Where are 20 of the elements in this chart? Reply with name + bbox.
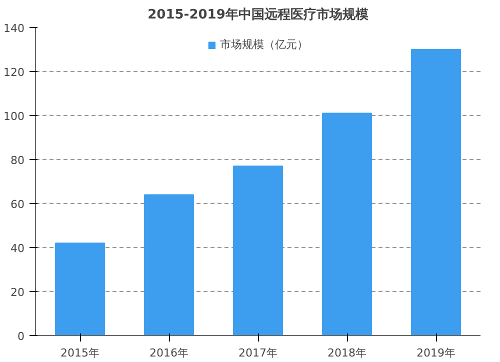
bar: [233, 166, 283, 336]
x-tick-label: 2015年: [60, 346, 100, 360]
bar: [322, 112, 372, 336]
x-tick-label: 2017年: [238, 346, 278, 360]
bar: [144, 194, 194, 336]
bar: [411, 49, 461, 336]
x-tick-label: 2018年: [328, 346, 367, 360]
y-tick-label: 20: [10, 286, 25, 299]
y-tick-label: 0: [18, 330, 24, 343]
y-tick-label: 60: [10, 198, 25, 211]
y-tick-label: 100: [4, 110, 25, 123]
y-tick-label: 140: [4, 22, 25, 35]
chart-title: 2015-2019年中国远程医疗市场规模: [148, 6, 368, 22]
x-tick-label: 2019年: [416, 346, 456, 360]
y-tick-label: 80: [10, 154, 25, 167]
x-tick-label: 2016年: [150, 346, 189, 360]
y-tick-label: 120: [4, 66, 25, 79]
bar: [55, 242, 105, 336]
legend-label: 市场规模（亿元）: [220, 37, 308, 52]
y-tick-label: 40: [10, 242, 25, 255]
